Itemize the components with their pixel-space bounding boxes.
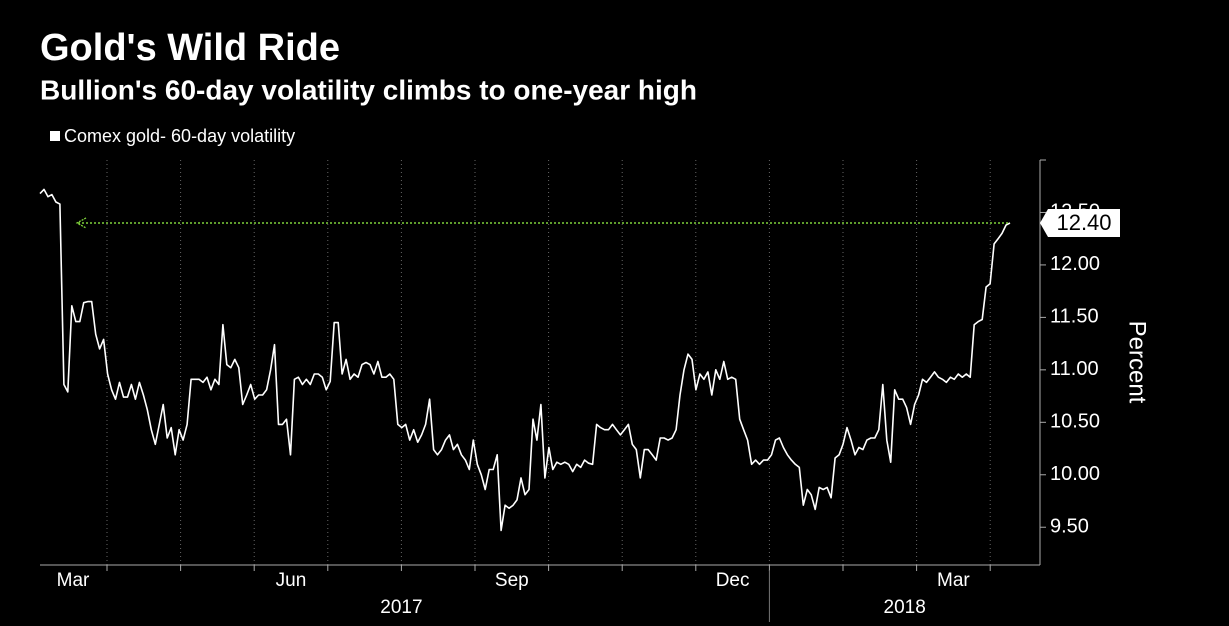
- y-tick-label: 9.50: [1050, 516, 1089, 538]
- x-tick-label: Sep: [495, 570, 529, 591]
- year-label: 2017: [380, 597, 422, 618]
- y-tick-label: 10.50: [1050, 411, 1100, 433]
- x-tick-label: Jun: [276, 570, 307, 591]
- y-axis-label: Percent: [1124, 321, 1151, 404]
- x-tick-label: Dec: [716, 570, 750, 591]
- y-tick-label: 11.50: [1050, 306, 1099, 328]
- year-label: 2018: [884, 597, 926, 618]
- y-tick-label: 10.00: [1050, 463, 1100, 485]
- callout-label: 12.40: [1056, 210, 1111, 235]
- callout-box: [1040, 208, 1120, 237]
- y-tick-label: 11.00: [1050, 358, 1099, 380]
- legend-label: Comex gold- 60-day volatility: [64, 126, 295, 146]
- x-tick-label: Mar: [937, 570, 970, 591]
- chart-title: Gold's Wild Ride: [40, 27, 340, 69]
- callout-arrow: [75, 217, 87, 229]
- y-tick-label: 12.00: [1050, 253, 1100, 275]
- data-line: [39, 188, 1011, 532]
- x-tick-label: Mar: [57, 570, 90, 591]
- legend-swatch: [50, 131, 60, 141]
- chart-subtitle: Bullion's 60-day volatility climbs to on…: [40, 74, 697, 105]
